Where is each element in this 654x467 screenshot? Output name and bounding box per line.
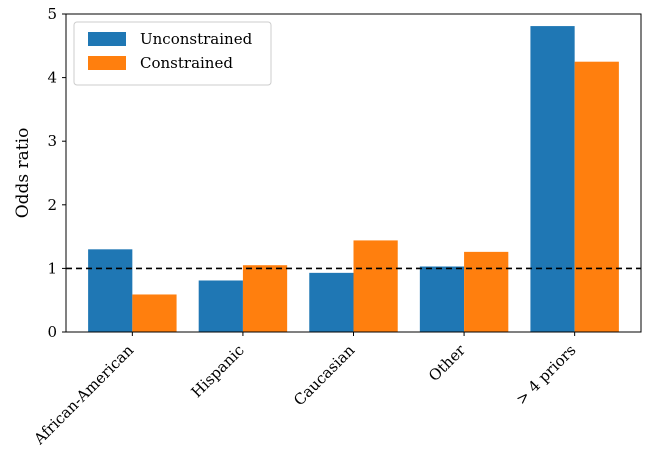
legend-swatch-unconstrained — [88, 32, 126, 46]
bar-constrained-4 — [574, 61, 619, 332]
y-tick-label: 3 — [47, 132, 57, 150]
bar-constrained-3 — [464, 251, 509, 332]
x-tick-label: African-American — [30, 341, 138, 449]
x-tick-label: Caucasian — [290, 341, 358, 409]
bar-constrained-2 — [353, 240, 398, 332]
bar-unconstrained-0 — [88, 249, 133, 332]
x-ticks: African-American Hispanic Caucasian Other > … — [30, 332, 579, 449]
y-axis-label: Odds ratio — [13, 128, 33, 219]
bar-constrained-1 — [242, 265, 288, 332]
x-tick-label: > 4 priors — [512, 341, 579, 408]
bars-group — [88, 26, 619, 333]
y-tick-label: 0 — [47, 323, 57, 341]
legend-swatch-constrained — [88, 56, 126, 70]
x-tick-label: Hispanic — [188, 341, 248, 401]
y-tick-label: 1 — [47, 259, 57, 277]
y-tick-label: 4 — [47, 69, 57, 87]
y-tick-label: 2 — [47, 196, 57, 214]
y-ticks: 0 1 2 3 4 5 — [47, 5, 66, 341]
bar-unconstrained-2 — [309, 272, 354, 332]
legend-label-constrained: Constrained — [140, 54, 233, 72]
bar-unconstrained-4 — [530, 26, 575, 333]
bar-unconstrained-3 — [419, 266, 465, 332]
x-tick-label: Other — [425, 341, 469, 385]
bar-constrained-0 — [132, 294, 177, 332]
legend: Unconstrained Constrained — [73, 21, 272, 86]
legend-label-unconstrained: Unconstrained — [140, 30, 253, 48]
y-tick-label: 5 — [47, 5, 57, 23]
bar-unconstrained-1 — [198, 280, 243, 332]
